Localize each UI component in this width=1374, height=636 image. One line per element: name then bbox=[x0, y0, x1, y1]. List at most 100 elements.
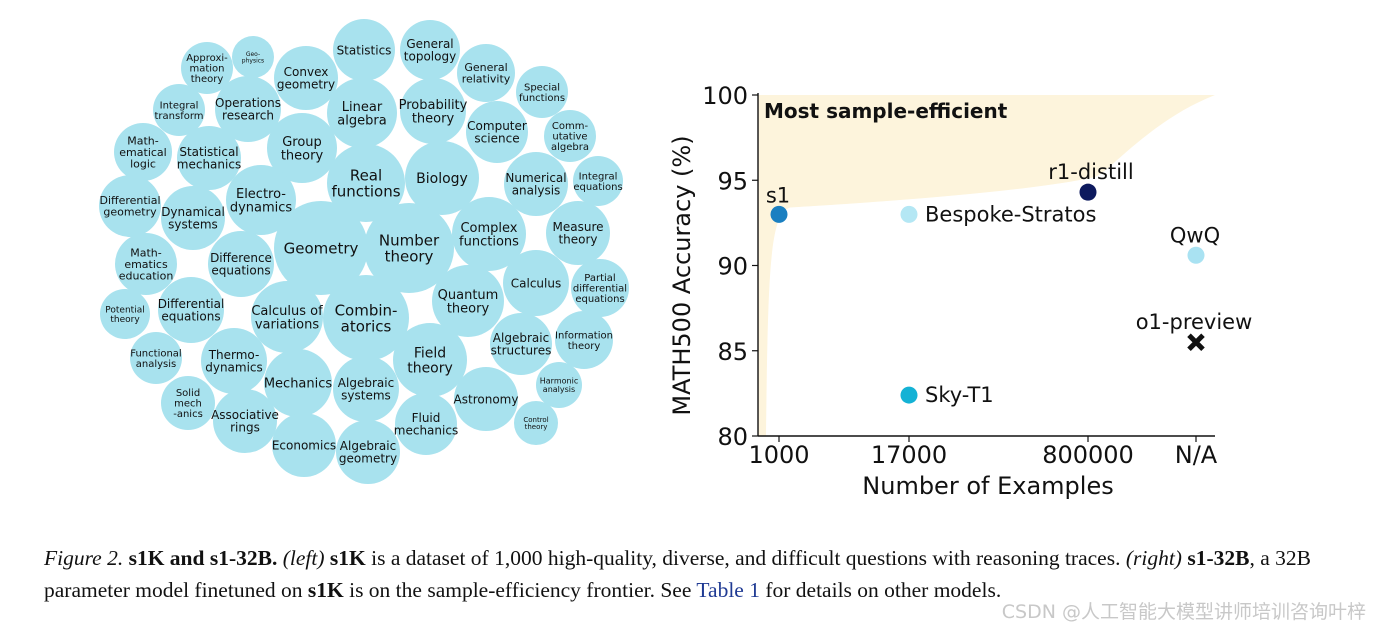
bubble-circle bbox=[454, 367, 518, 431]
bubble-circle bbox=[490, 313, 552, 375]
bubble-circle bbox=[232, 36, 274, 78]
bubble-label: Special bbox=[524, 82, 560, 93]
bubble-label: Group bbox=[282, 135, 322, 150]
y-tick-label: 80 bbox=[717, 423, 748, 451]
bubble-circle bbox=[504, 152, 568, 216]
bubble-circle bbox=[161, 186, 225, 250]
bubble-label: Calculus bbox=[511, 276, 561, 290]
caption-title: s1K and s1-32B. bbox=[128, 546, 278, 570]
topic-bubble: Statistics bbox=[333, 19, 395, 81]
bubble-label: Differential bbox=[158, 297, 225, 311]
bubble-label: analysis bbox=[512, 184, 561, 198]
y-tick-label: 100 bbox=[702, 82, 748, 110]
bubble-circle bbox=[177, 126, 241, 190]
bubble-circle bbox=[333, 19, 395, 81]
bubble-label: Complex bbox=[460, 221, 517, 236]
bubble-circle bbox=[452, 197, 526, 271]
bubble-label: theory bbox=[568, 341, 601, 352]
bubble-circle bbox=[546, 201, 610, 265]
bubble-label: Differential bbox=[99, 194, 160, 207]
bubble-label: geometry bbox=[103, 206, 157, 219]
x-tick-label: 800000 bbox=[1042, 441, 1134, 469]
topic-bubble: Geo-physics bbox=[232, 36, 274, 78]
bubble-label: mech bbox=[174, 399, 202, 410]
bubble-label: theory bbox=[525, 423, 548, 431]
bubble-label: Combin- bbox=[335, 302, 398, 320]
topic-bubble: Biology bbox=[405, 141, 479, 215]
bubble-label: systems bbox=[168, 218, 218, 232]
bubble-circle bbox=[503, 250, 569, 316]
bubble-label: physics bbox=[242, 57, 264, 64]
bubble-circle bbox=[272, 413, 336, 477]
bubble-label: theory bbox=[110, 315, 140, 325]
bubble-label: algebra bbox=[551, 142, 589, 153]
bubble-label: theory bbox=[407, 360, 453, 376]
bubble-label: Computer bbox=[467, 119, 527, 133]
bubble-label: Partial bbox=[584, 273, 615, 284]
bubble-label: ematical bbox=[119, 146, 166, 159]
bubble-circle bbox=[267, 113, 337, 183]
bubble-circle bbox=[158, 277, 224, 343]
bubble-label: Fluid bbox=[412, 411, 441, 425]
bubble-label: dynamics bbox=[230, 201, 293, 216]
bubble-label: analysis bbox=[136, 359, 177, 370]
topic-bubble: Combin-atorics bbox=[323, 275, 409, 361]
point-marker bbox=[770, 205, 788, 223]
bubble-label: research bbox=[222, 109, 274, 123]
bubble-label: Functional bbox=[130, 348, 181, 359]
bubble-label: differential bbox=[573, 284, 627, 295]
bubble-label: Numerical bbox=[505, 171, 566, 185]
bubble-label: Electro- bbox=[236, 187, 286, 202]
caption-text-2: , a 32B parameter model finetuned on bbox=[44, 546, 1311, 602]
bubble-circle bbox=[201, 328, 267, 394]
bubble-label: mation bbox=[189, 64, 224, 75]
bubble-label: rings bbox=[230, 421, 260, 435]
bubble-circle bbox=[536, 362, 582, 408]
watermark: CSDN @人工智能大模型讲师培训咨询叶梓 bbox=[1001, 601, 1366, 623]
point-label: r1-distill bbox=[1048, 160, 1133, 184]
bubble-label: theory bbox=[558, 233, 597, 247]
bubble-circle bbox=[400, 78, 466, 144]
bubble-label: Geo- bbox=[246, 51, 260, 58]
bubble-label: Geometry bbox=[284, 239, 359, 257]
bubble-circle bbox=[274, 201, 368, 295]
topic-bubble: Electro-dynamics bbox=[226, 165, 296, 235]
topic-bubble: Calculus bbox=[503, 250, 569, 316]
bubble-label: equations bbox=[575, 294, 624, 305]
bubble-label: Operations bbox=[215, 96, 281, 110]
bubble-label: Probability bbox=[399, 98, 468, 113]
topic-bubble-chart: Statistics GeneraltopologyApproxi-mationt… bbox=[99, 19, 629, 484]
point-marker bbox=[900, 386, 918, 404]
bubble-label: theory bbox=[447, 302, 490, 317]
chart-axes: 80 85 90 95 100 1000 17000 800000 N/A bbox=[702, 82, 1218, 469]
bubble-label: logic bbox=[130, 158, 156, 171]
bubble-circle bbox=[323, 275, 409, 361]
bubble-label: General bbox=[464, 61, 507, 74]
topic-bubble: Geometry bbox=[274, 201, 368, 295]
bubble-circle bbox=[400, 20, 460, 80]
bubble-label: Calculus of bbox=[251, 304, 323, 319]
bubble-label: relativity bbox=[462, 73, 511, 86]
bubble-circle bbox=[99, 175, 161, 237]
bubble-circle bbox=[208, 231, 274, 297]
bubble-label: atorics bbox=[341, 317, 392, 335]
bubble-label: Mechanics bbox=[264, 377, 333, 392]
bubble-label: Algebraic bbox=[338, 376, 394, 390]
table-1-link[interactable]: Table 1 bbox=[696, 578, 760, 602]
right-tag: (right) bbox=[1125, 546, 1182, 570]
figure-label: Figure 2. bbox=[44, 546, 124, 570]
point-marker bbox=[900, 205, 918, 223]
x-tick-label: N/A bbox=[1175, 441, 1218, 469]
bubble-label: Integral bbox=[579, 171, 618, 182]
bubble-circle bbox=[274, 46, 338, 110]
bubble-label: equations bbox=[211, 264, 270, 278]
y-axis-label: MATH500 Accuracy (%) bbox=[668, 135, 696, 415]
